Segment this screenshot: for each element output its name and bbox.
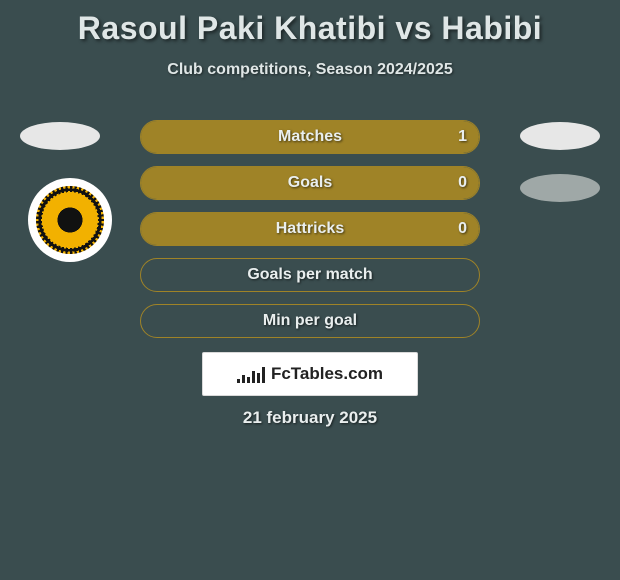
player2-club-placeholder bbox=[520, 174, 600, 202]
page-title: Rasoul Paki Khatibi vs Habibi bbox=[0, 0, 620, 47]
stat-value-right: 1 bbox=[458, 128, 467, 146]
stat-row: Hattricks 0 bbox=[140, 212, 480, 246]
player2-avatar-placeholder bbox=[520, 122, 600, 150]
stat-label: Hattricks bbox=[276, 220, 344, 238]
stat-label: Matches bbox=[278, 128, 342, 146]
stat-value-right: 0 bbox=[458, 220, 467, 238]
site-attribution: FcTables.com bbox=[202, 352, 418, 396]
date-label: 21 february 2025 bbox=[0, 408, 620, 428]
club-badge-icon bbox=[36, 186, 104, 254]
page-subtitle: Club competitions, Season 2024/2025 bbox=[0, 61, 620, 79]
player1-club-badge bbox=[28, 178, 112, 262]
stat-value-right: 0 bbox=[458, 174, 467, 192]
stat-label: Min per goal bbox=[263, 312, 357, 330]
stat-label: Goals bbox=[288, 174, 332, 192]
stat-label: Goals per match bbox=[247, 266, 372, 284]
stat-row: Goals 0 bbox=[140, 166, 480, 200]
stat-row: Goals per match bbox=[140, 258, 480, 292]
stat-row: Min per goal bbox=[140, 304, 480, 338]
stats-rows: Matches 1 Goals 0 Hattricks 0 Goals per match M… bbox=[140, 120, 480, 350]
stat-row: Matches 1 bbox=[140, 120, 480, 154]
bar-chart-icon bbox=[237, 365, 265, 383]
site-name: FcTables.com bbox=[271, 364, 383, 384]
player1-avatar-placeholder bbox=[20, 122, 100, 150]
